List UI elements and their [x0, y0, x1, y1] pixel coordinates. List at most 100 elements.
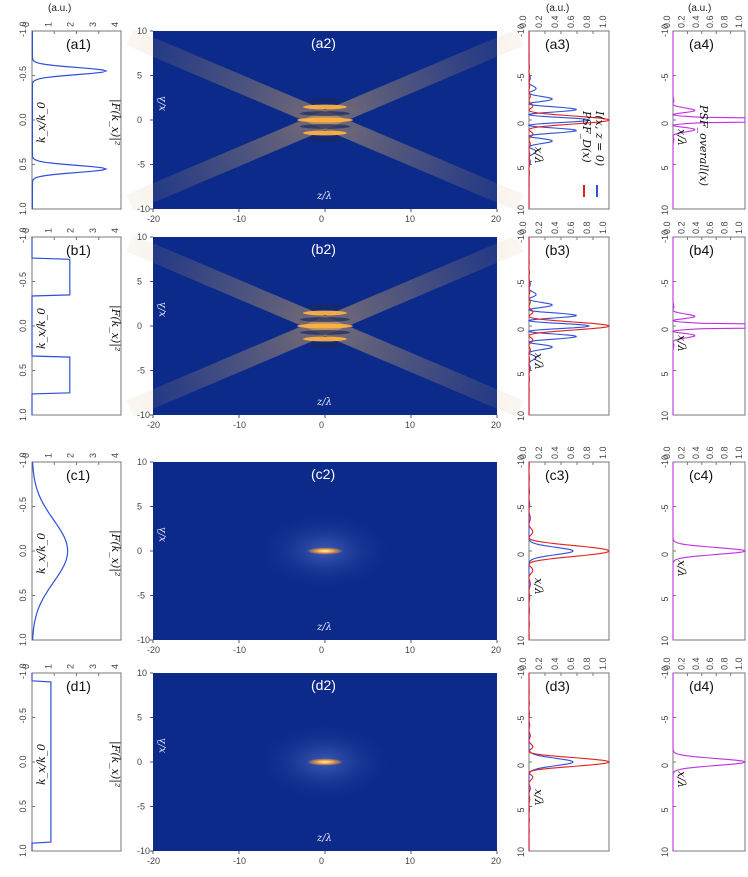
spectrum-htick-label: 2: [66, 664, 76, 669]
field-ztick-label: 0: [319, 645, 324, 655]
field-xtick-label: 0: [137, 546, 142, 556]
psf-htick-label: 0.0: [518, 15, 528, 28]
field-xtick-label: 0: [137, 115, 142, 125]
field-ztick-label: 20: [491, 420, 501, 430]
psf-htick-label: 0.4: [691, 221, 701, 234]
spectrum-htick-label: 4: [110, 453, 120, 458]
psf-htick-label: 0.8: [720, 657, 730, 670]
panel-label-4: (c4): [689, 467, 713, 483]
spectrum-htick-label: 1: [43, 453, 53, 458]
panel-label-4: (a4): [689, 36, 714, 52]
spectrum-htick-label: 1: [43, 228, 53, 233]
panel-label-2: (a2): [311, 35, 336, 51]
psf-frame: [528, 30, 610, 210]
spectrum-htick-label: 0: [21, 228, 31, 233]
panel-label-2: (d2): [311, 677, 336, 693]
spectrum-htick-label: 0: [21, 664, 31, 669]
field-ztick-label: 10: [405, 420, 415, 430]
psf-vtick-label: -10: [516, 455, 526, 468]
field-ztick-label: -10: [233, 420, 246, 430]
psf-htick-label: 1.0: [598, 221, 608, 234]
psf-htick-label: 0.8: [720, 446, 730, 459]
psf-vtick-label: 10: [660, 205, 670, 215]
psf-htick-label: 0.4: [550, 657, 560, 670]
psf-frame: [672, 461, 746, 641]
spectrum-vtick-label: 0.5: [18, 364, 28, 377]
row-1: 0 1 2 3 4 -1.0 -0.5 0.0 0.5 1.0 (a1) |F(k_x)|² k_x/k…: [18, 15, 746, 224]
psf-vtick-label: -5: [660, 715, 670, 723]
psf-vtick-label: -10: [516, 230, 526, 243]
psf-htick-label: 0.6: [566, 221, 576, 234]
psf-vtick-label: -5: [516, 715, 526, 723]
panel-label-1: (a1): [66, 36, 91, 52]
field-ztick-label: 10: [405, 214, 415, 224]
psf-htick-label: 0.0: [518, 446, 528, 459]
psf-vtick-label: -5: [516, 73, 526, 81]
row-3: 0 1 2 3 4 -1.0 -0.5 0.0 0.5 1.0 (c1) |F(k_x)|² k_x/k…: [18, 446, 746, 655]
spectrum-vtick-label: -0.5: [18, 708, 28, 724]
spectrum-vtick-label: 0.0: [18, 113, 28, 126]
field-fringe: [300, 330, 350, 335]
psf-panel-4: 0.0 0.2 0.4 0.6 0.8 1.0 -10 -5 0 5 10 (c4) x/λ: [660, 446, 746, 646]
row-4: 0 1 2 3 4 -1.0 -0.5 0.0 0.5 1.0 (d1) |F(k_x)|² k_x/k…: [18, 657, 746, 866]
psf-vtick-label: 5: [516, 371, 526, 376]
z-axis-label: z/λ: [316, 191, 332, 202]
legend-PSF-overall: PSF_overall(x): [697, 104, 710, 186]
spectrum-vtick-label: -0.5: [18, 272, 28, 288]
field-xtick-label: 5: [137, 71, 142, 81]
spectrum-htick-label: 1: [43, 664, 53, 669]
psf-vtick-label: 0: [516, 763, 526, 768]
psf-vtick-label: 5: [516, 807, 526, 812]
z-axis-label: z/λ: [316, 397, 332, 408]
psf-vtick-label: -5: [660, 73, 670, 81]
psf-htick-label: 1.0: [734, 446, 744, 459]
psf-vtick-label: 0: [516, 327, 526, 332]
psf-vtick-label: -5: [660, 504, 670, 512]
psf-htick-label: 0.0: [662, 657, 672, 670]
x-axis-label-field: x/λ: [157, 738, 168, 753]
field-fringe: [306, 137, 344, 142]
psf-frame: [672, 672, 746, 852]
psf-curve-magenta: [672, 462, 746, 640]
panel-label-1: (c1): [66, 467, 90, 483]
field-fringe: [303, 104, 347, 110]
field-ztick-label: -10: [233, 645, 246, 655]
field-xtick-label: -10: [137, 846, 150, 856]
spectrum-axis-label: |F(k_x)|²: [108, 741, 122, 787]
psf-vtick-label: 5: [660, 371, 670, 376]
psf-vtick-label: -5: [516, 504, 526, 512]
legend-I: I(x, z = 0): [593, 110, 606, 166]
field-focus: [305, 547, 345, 555]
spectrum-curve: [32, 461, 69, 641]
spectrum-vtick-label: 0.0: [18, 755, 28, 768]
field-xtick-label: -10: [137, 410, 150, 420]
spectrum-htick-label: 2: [66, 453, 76, 458]
x-axis-label-psf: x/λ: [532, 789, 545, 806]
psf-curve-magenta: [671, 31, 746, 209]
kx-axis-label: k_x/k_0: [35, 102, 48, 143]
psf-panel-4: 0.0 0.2 0.4 0.6 0.8 1.0 -10 -5 0 5 10 (d4) x/λ: [660, 657, 746, 857]
spectrum-vtick-label: 1.0: [18, 633, 28, 646]
spectrum-htick-label: 2: [66, 228, 76, 233]
psf-vtick-label: 0: [660, 327, 670, 332]
psf-panel-3: 0.0 0.2 0.4 0.6 0.8 1.0 -10 -5 0 5 10 (d3) x/λ: [516, 657, 610, 857]
psf-htick-label: 0.6: [566, 446, 576, 459]
psf-htick-label: 0.4: [550, 15, 560, 28]
psf-vtick-label: 0: [516, 552, 526, 557]
spectrum-axis-label: |F(k_x)|²: [108, 305, 122, 351]
spectrum-curve: [31, 237, 71, 415]
psf-htick-label: 0.0: [518, 221, 528, 234]
field-ztick-label: 10: [405, 856, 415, 866]
field-xtick-label: 5: [137, 713, 142, 723]
unit-label-1: (a.u.): [48, 3, 71, 14]
psf-vtick-label: -10: [660, 230, 670, 243]
field-fringe: [306, 343, 344, 348]
psf-vtick-label: 10: [516, 205, 526, 215]
psf-frame: [672, 30, 746, 210]
spectrum-vtick-label: 0.5: [18, 800, 28, 813]
z-axis-label: z/λ: [316, 622, 332, 633]
field-fringe: [300, 111, 350, 116]
spectrum-vtick-label: -1.0: [18, 21, 28, 37]
psf-htick-label: 0.8: [720, 15, 730, 28]
